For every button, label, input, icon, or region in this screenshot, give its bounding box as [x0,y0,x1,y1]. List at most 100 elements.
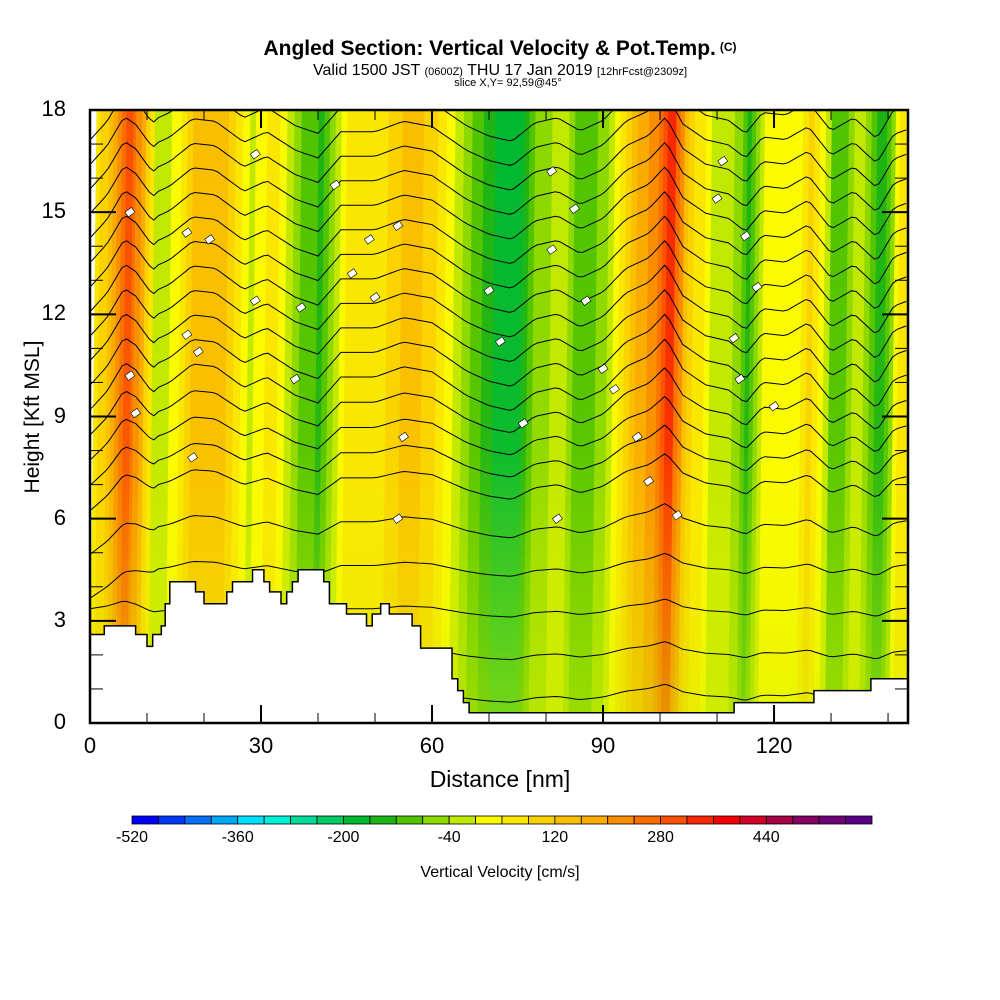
isentrope-line [90,503,907,555]
contour-label-marker [717,155,729,167]
isentrope-line [90,313,907,387]
y-tick-label: 12 [41,300,66,326]
colorbar-swatch [290,815,318,825]
isentrope-line [90,141,907,215]
contour-label-marker [495,336,506,347]
isentrope-line [90,240,907,313]
colorbar-tick-label: -40 [437,829,461,846]
isentrope-line [90,338,907,411]
colorbar-tick-label: -360 [221,829,254,846]
colorbar-swatch [395,815,424,825]
colorbar-swatch [660,815,688,825]
colorbar-swatch [210,815,239,825]
contour-label-marker [392,220,404,231]
contour-label-marker [711,193,723,204]
contour-label-marker [249,149,261,160]
colorbar-swatch [607,815,635,825]
contour-label-marker [363,234,375,245]
x-tick-label: 90 [590,733,616,758]
contour-label-marker [517,418,529,429]
slice-label: slice X,Y= 92,59@45° [454,77,562,89]
colorbar-swatch [792,815,820,825]
colorbar-tick-label: -520 [115,829,149,846]
colorbar-swatch [237,815,265,825]
colorbar-swatch [501,815,529,825]
y-axis-label: Height [Kft MSL] [21,340,44,494]
contour-label-marker [289,373,301,385]
colorbar-label: Vertical Velocity [cm/s] [420,864,580,881]
isentrope-line [90,264,907,338]
contour-label-marker [734,373,746,385]
colorbar-swatch [845,815,873,825]
contour-label-marker [631,431,643,443]
colorbar-swatch [739,815,767,825]
x-tick-label: 30 [248,733,274,758]
isentrope-line [90,117,907,191]
isentrope-line [90,424,907,486]
x-tick-label: 60 [419,733,445,758]
colorbar-tick-label: 440 [752,829,780,846]
contour-labels [124,149,780,524]
colorbar [131,815,873,825]
chart-title: Angled Section: Vertical Velocity & Pot.… [0,37,1000,61]
axis-ticks [89,109,908,724]
isentrope-line [90,552,907,599]
contour-label-marker [346,268,358,279]
contour-label-marker [392,513,404,524]
colorbar-swatch [580,815,609,825]
colorbar-swatch [633,815,661,825]
isentrope-line [90,110,897,142]
contour-label-marker [768,401,780,412]
contour-label-marker [728,333,740,344]
title-mark: (C) [719,40,737,54]
isentrope-line [90,110,907,166]
y-tick-label: 15 [41,198,66,224]
isentrope-line [90,289,907,363]
contour-label-marker [181,329,193,340]
contour-label-marker [580,295,592,306]
contour-label-marker [369,292,381,303]
colorbar-swatch [369,815,397,825]
x-tick-label: 120 [755,733,793,758]
colorbar-swatch [528,815,556,825]
y-tick-label: 3 [53,606,66,632]
colorbar-swatch [686,815,714,825]
colorbar-swatch [765,815,794,825]
valid-prefix: Valid 1500 JST [312,62,420,79]
colorbar-swatch [343,815,371,825]
contour-label-marker [569,203,580,214]
contour-label-marker [546,244,558,255]
x-tick-label: 0 [83,733,97,758]
contour-label-marker [671,510,683,521]
colorbar-swatch [158,815,186,825]
isentrope-line [90,166,907,240]
y-tick-label: 9 [53,402,66,428]
forecast-label: [12hrFcst@2309z] [596,66,688,78]
isentrope-line [90,215,907,289]
contour-label-marker [546,166,558,177]
contour-label-marker [609,384,620,395]
colorbar-swatch [554,815,582,825]
contour-label-marker [181,227,193,238]
colorbar-swatch [422,815,450,825]
colorbar-tick-label: 120 [541,829,569,846]
contour-label-marker [483,285,495,296]
chart-subtitle: Valid 1500 JST (0600Z) THU 17 Jan 2019 [… [0,62,1000,80]
colorbar-swatch [263,815,291,825]
contour-label-marker [124,206,136,218]
isentrope-line [90,395,907,461]
colorbar-swatch [184,815,212,825]
contour-label-marker [398,431,409,443]
isentrope-line [90,191,907,264]
y-tick-label: 6 [53,504,66,530]
contour-label-marker [130,407,142,419]
contour-label-marker [597,363,609,374]
contour-label-marker [187,452,199,463]
y-tick-label: 0 [53,709,66,734]
colorbar-swatch [713,815,741,825]
colorbar-swatch [475,815,503,825]
title-text: Angled Section: Vertical Velocity & Pot.… [263,37,716,60]
contour-label-marker [192,346,204,357]
valid-utc: (0600Z) [424,66,463,78]
